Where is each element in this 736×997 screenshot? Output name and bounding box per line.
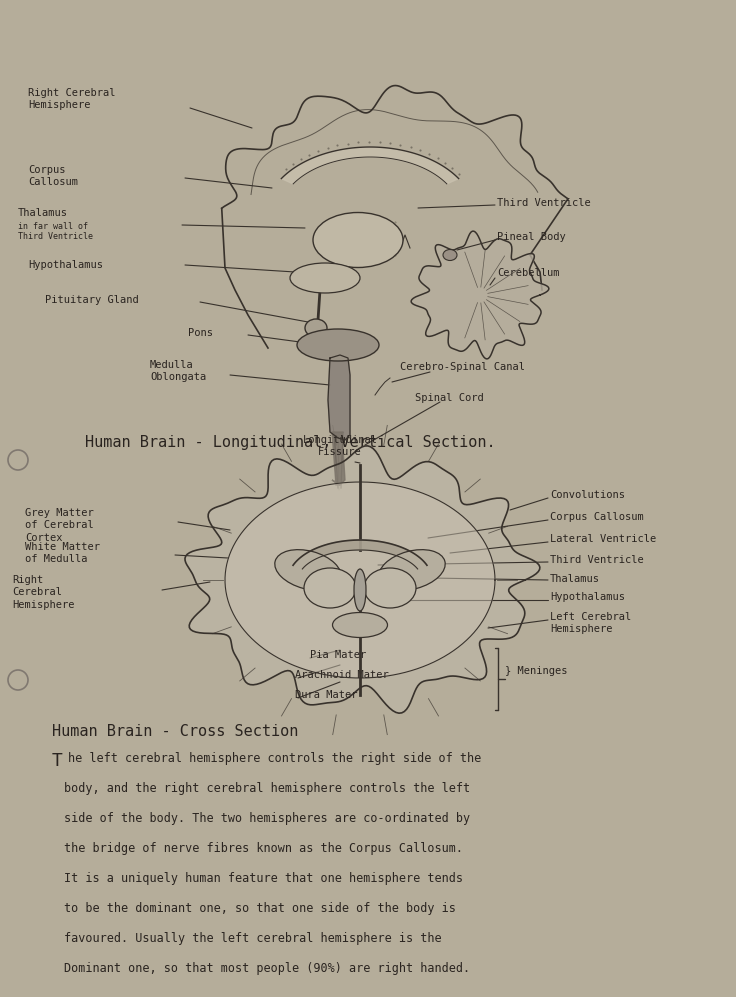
Text: Third Ventricle: Third Ventricle: [550, 555, 644, 565]
Ellipse shape: [379, 549, 445, 590]
Text: T: T: [52, 752, 63, 770]
Text: Spinal Cord: Spinal Cord: [415, 393, 484, 403]
Ellipse shape: [305, 319, 327, 337]
Text: the bridge of nerve fibres known as the Corpus Callosum.: the bridge of nerve fibres known as the …: [64, 842, 463, 855]
Ellipse shape: [297, 329, 379, 361]
Polygon shape: [225, 482, 495, 678]
Text: Third Ventricle: Third Ventricle: [18, 232, 93, 241]
Text: Pia Mater: Pia Mater: [310, 650, 367, 660]
Text: Lateral Ventricle: Lateral Ventricle: [550, 534, 657, 544]
Text: Cerebellum: Cerebellum: [497, 268, 559, 278]
Text: Corpus Callosum: Corpus Callosum: [550, 512, 644, 522]
Ellipse shape: [304, 568, 356, 608]
Text: Hypothalamus: Hypothalamus: [28, 260, 103, 270]
Ellipse shape: [313, 212, 403, 267]
Polygon shape: [293, 540, 427, 569]
Text: Dominant one, so that most people (90%) are right handed.: Dominant one, so that most people (90%) …: [64, 962, 470, 975]
Text: Longitudinal
Fissure: Longitudinal Fissure: [302, 435, 378, 458]
Text: Pineal Body: Pineal Body: [497, 232, 566, 242]
Text: Human Brain - Longitudinal, Vertical Section.: Human Brain - Longitudinal, Vertical Sec…: [85, 435, 495, 450]
Text: Pons: Pons: [188, 328, 213, 338]
Text: Convolutions: Convolutions: [550, 490, 625, 500]
Polygon shape: [185, 446, 540, 713]
Polygon shape: [281, 147, 459, 183]
Ellipse shape: [364, 568, 416, 608]
Text: Cerebro-Spinal Canal: Cerebro-Spinal Canal: [400, 362, 525, 372]
Text: to be the dominant one, so that one side of the body is: to be the dominant one, so that one side…: [64, 902, 456, 915]
Text: Thalamus: Thalamus: [550, 574, 600, 584]
Text: Grey Matter
of Cerebral
Cortex: Grey Matter of Cerebral Cortex: [25, 508, 93, 542]
Ellipse shape: [443, 249, 457, 260]
Text: Right Cerebral
Hemisphere: Right Cerebral Hemisphere: [28, 88, 116, 111]
Text: Medulla
Oblongata: Medulla Oblongata: [150, 360, 206, 383]
Polygon shape: [332, 432, 345, 485]
Text: Pituitary Gland: Pituitary Gland: [45, 295, 139, 305]
Ellipse shape: [275, 549, 342, 590]
Text: body, and the right cerebral hemisphere controls the left: body, and the right cerebral hemisphere …: [64, 782, 470, 795]
Text: side of the body. The two hemispheres are co-ordinated by: side of the body. The two hemispheres ar…: [64, 812, 470, 825]
Text: Right
Cerebral
Hemisphere: Right Cerebral Hemisphere: [12, 575, 74, 610]
Text: Corpus
Callosum: Corpus Callosum: [28, 165, 78, 187]
Text: Arachnoid Mater: Arachnoid Mater: [295, 670, 389, 680]
Text: Hypothalamus: Hypothalamus: [550, 592, 625, 602]
Text: Dura Mater: Dura Mater: [295, 690, 358, 700]
Polygon shape: [411, 231, 549, 359]
Ellipse shape: [290, 263, 360, 293]
Polygon shape: [328, 355, 350, 440]
Ellipse shape: [333, 612, 387, 637]
Text: White Matter
of Medulla: White Matter of Medulla: [25, 542, 100, 564]
Text: in far wall of: in far wall of: [18, 222, 88, 231]
Ellipse shape: [354, 569, 366, 611]
Text: } Meninges: } Meninges: [505, 666, 567, 676]
Text: It is a uniquely human feature that one hemisphere tends: It is a uniquely human feature that one …: [64, 872, 463, 885]
Text: Left Cerebral
Hemisphere: Left Cerebral Hemisphere: [550, 612, 631, 634]
Text: favoured. Usually the left cerebral hemisphere is the: favoured. Usually the left cerebral hemi…: [64, 932, 442, 945]
Text: Human Brain - Cross Section: Human Brain - Cross Section: [52, 724, 298, 739]
Text: Third Ventricle: Third Ventricle: [497, 198, 591, 208]
Text: he left cerebral hemisphere controls the right side of the: he left cerebral hemisphere controls the…: [68, 752, 481, 765]
Text: Thalamus: Thalamus: [18, 208, 68, 218]
